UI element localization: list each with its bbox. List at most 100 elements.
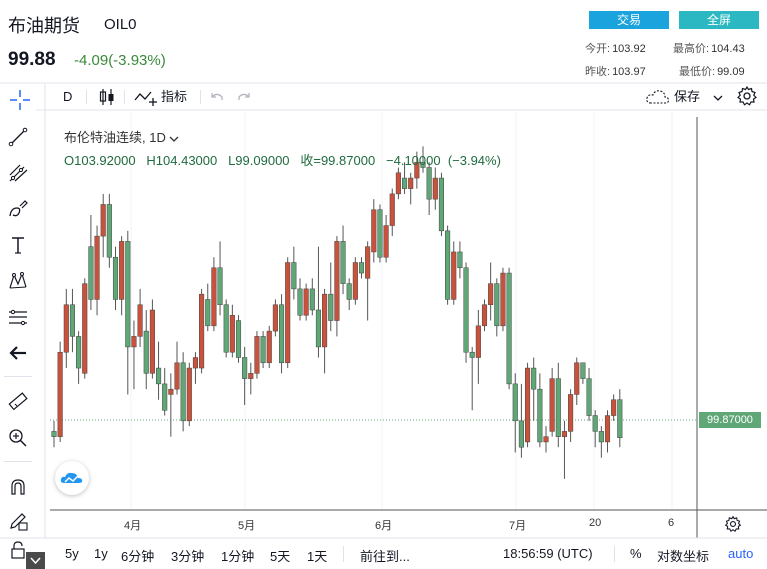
candle-up [389, 193, 395, 226]
chevron-down-icon [170, 136, 179, 142]
magnet-tool[interactable] [5, 474, 31, 500]
candle-up [334, 241, 340, 321]
stat-low: 最低价: 99.09 [679, 66, 745, 78]
x-axis-label: 4月 [124, 520, 142, 532]
last-price-tag: 99.87000 [699, 412, 761, 428]
candle-down [217, 267, 223, 305]
lock-tool[interactable] [5, 540, 31, 560]
text-icon [12, 237, 24, 254]
candle-up [168, 388, 174, 395]
back-tool[interactable] [5, 340, 31, 366]
candle-up [408, 177, 414, 189]
chart-type-button[interactable] [97, 87, 117, 107]
redo-icon [238, 93, 250, 100]
candle-up [451, 251, 457, 300]
chevron-down-icon [30, 557, 41, 565]
settings-button[interactable] [736, 85, 758, 107]
range-6min[interactable]: 6分钟 [121, 549, 155, 564]
candle-up [229, 315, 235, 353]
save-layout-button[interactable]: 保存 [645, 86, 727, 108]
range-3min[interactable]: 3分钟 [171, 549, 205, 564]
candle-up [186, 367, 192, 422]
undo-button[interactable] [208, 88, 226, 106]
axis-settings-button[interactable] [724, 515, 742, 533]
candle-down [494, 283, 500, 327]
edit-lock-tool[interactable] [5, 508, 31, 534]
candle-down [420, 161, 426, 168]
candle-up [248, 373, 254, 379]
price-change: -4.09(-3.93%) [74, 52, 166, 69]
brush-tool[interactable] [5, 196, 31, 222]
candle-down [377, 209, 383, 258]
candle-up [481, 304, 488, 327]
candle-up [549, 378, 555, 432]
chart-legend-title[interactable]: 布伦特油连续, 1D [64, 127, 179, 146]
text-tool[interactable] [5, 232, 31, 258]
auto-scale-toggle[interactable]: auto [728, 546, 754, 561]
candle-down [69, 304, 76, 337]
x-axis-label: 6月 [375, 520, 393, 532]
x-axis-label: 6 [668, 517, 675, 529]
candle-down [555, 378, 561, 437]
magnet-icon [11, 479, 25, 495]
clock-time[interactable]: 18:56:59 (UTC) [503, 546, 593, 561]
interval-select[interactable]: D [63, 89, 73, 104]
candle-up [57, 351, 63, 437]
candle-up [149, 309, 155, 374]
trade-button[interactable]: 交易 [589, 11, 669, 29]
candle-up [272, 304, 278, 332]
lock-icon [11, 541, 25, 559]
candle-up [395, 172, 401, 195]
candle-up [174, 362, 180, 390]
percent-scale-toggle[interactable]: % [630, 546, 642, 561]
goto-date-button[interactable]: 前往到... [360, 549, 410, 564]
brush-icon [9, 200, 28, 217]
pencil-icon [10, 513, 28, 531]
range-5y[interactable]: 5y [65, 546, 79, 561]
log-scale-toggle[interactable]: 对数坐标 [657, 549, 710, 564]
last-price: 99.88 [8, 49, 56, 70]
indicators-icon [134, 91, 157, 106]
zoom-in-icon [9, 429, 27, 447]
trend-line-tool[interactable] [5, 124, 31, 150]
indicators-button[interactable]: 指标 [133, 86, 195, 108]
fullscreen-button[interactable]: 全屏 [679, 11, 759, 29]
candle-down [518, 420, 524, 448]
candle-down [125, 241, 131, 348]
candle-down [506, 272, 512, 385]
range-1min[interactable]: 1分钟 [221, 549, 255, 564]
candle-up [352, 262, 358, 300]
range-1y[interactable]: 1y [94, 546, 108, 561]
candle-down [88, 246, 94, 300]
candle-down [291, 262, 297, 290]
x-axis-label: 5月 [238, 520, 256, 532]
range-5d[interactable]: 5天 [270, 549, 291, 564]
crosshair-icon [10, 90, 30, 110]
candle-up [383, 225, 389, 258]
candle-up [568, 394, 574, 432]
zoom-tool[interactable] [5, 425, 31, 451]
ruler-tool[interactable] [5, 389, 31, 415]
candle-down [512, 383, 518, 422]
tradingview-logo[interactable] [55, 461, 89, 495]
candle-down [402, 177, 408, 189]
candle-up [199, 293, 205, 369]
candle-down [156, 367, 162, 385]
fib-tool[interactable] [5, 160, 31, 186]
expand-toolbar-button[interactable] [26, 552, 45, 569]
measure-range-tool[interactable] [5, 304, 31, 330]
range-1d[interactable]: 1天 [307, 549, 328, 564]
redo-button[interactable] [235, 88, 253, 106]
candle-down [358, 262, 365, 274]
pattern-tool[interactable] [5, 268, 31, 294]
candle-up [488, 283, 494, 305]
candle-down [205, 299, 211, 327]
candle-down [223, 304, 229, 353]
candle-up [475, 325, 481, 358]
candle-up [285, 262, 291, 364]
candle-down [235, 320, 242, 358]
x-axis-label: 20 [589, 517, 602, 529]
crosshair-tool[interactable] [8, 88, 32, 112]
candle-down [106, 204, 112, 258]
